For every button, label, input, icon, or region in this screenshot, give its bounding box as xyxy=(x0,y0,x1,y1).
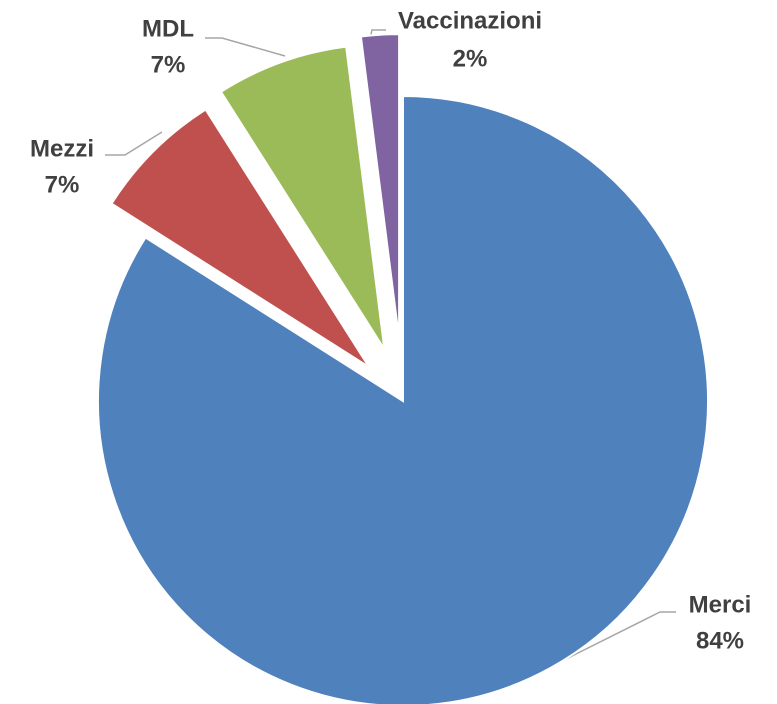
slice-label: Merci xyxy=(689,591,752,618)
slice-value-label: 7% xyxy=(151,51,186,78)
leader-line xyxy=(205,37,286,57)
pie-slice xyxy=(97,94,709,704)
pie-slice xyxy=(110,108,370,368)
pie-slice xyxy=(359,33,401,340)
slice-value-label: 7% xyxy=(45,171,80,198)
pie-slice xyxy=(219,45,386,350)
slice-label: Mezzi xyxy=(30,135,94,162)
slice-label: Vaccinazioni xyxy=(398,7,542,34)
slice-label: MDL xyxy=(142,15,194,42)
leader-line xyxy=(547,611,676,669)
slice-value-label: 84% xyxy=(696,627,744,654)
leader-line xyxy=(105,131,163,156)
slice-value-label: 2% xyxy=(453,45,488,72)
